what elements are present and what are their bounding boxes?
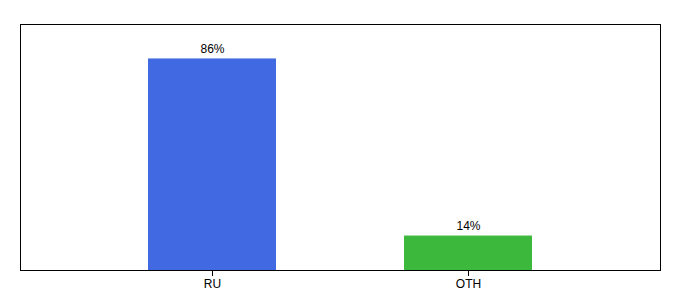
svg-text:14%: 14% (456, 219, 480, 233)
svg-text:RU: RU (204, 277, 221, 291)
svg-text:OTH: OTH (456, 277, 481, 291)
svg-text:86%: 86% (200, 42, 224, 56)
